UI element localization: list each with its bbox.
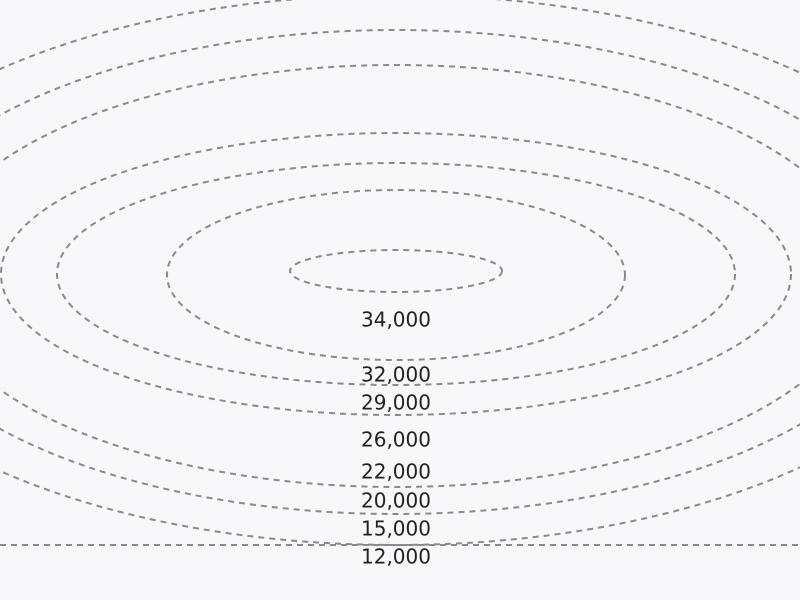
level-label: 26,000 <box>361 428 431 452</box>
level-label: 15,000 <box>361 517 431 541</box>
ring-dashed <box>56 162 736 386</box>
ring-orange <box>0 64 800 488</box>
ring-dashed <box>0 29 800 515</box>
level-label: 22,000 <box>361 460 431 484</box>
level-label: 34,000 <box>361 308 431 332</box>
ring-dashed <box>0 132 792 416</box>
ring-core <box>289 249 503 293</box>
ring-medium <box>166 189 626 361</box>
level-label: 32,000 <box>361 363 431 387</box>
level-label: 20,000 <box>361 489 431 513</box>
level-label: 12,000 <box>361 545 431 569</box>
level-label: 29,000 <box>361 391 431 415</box>
